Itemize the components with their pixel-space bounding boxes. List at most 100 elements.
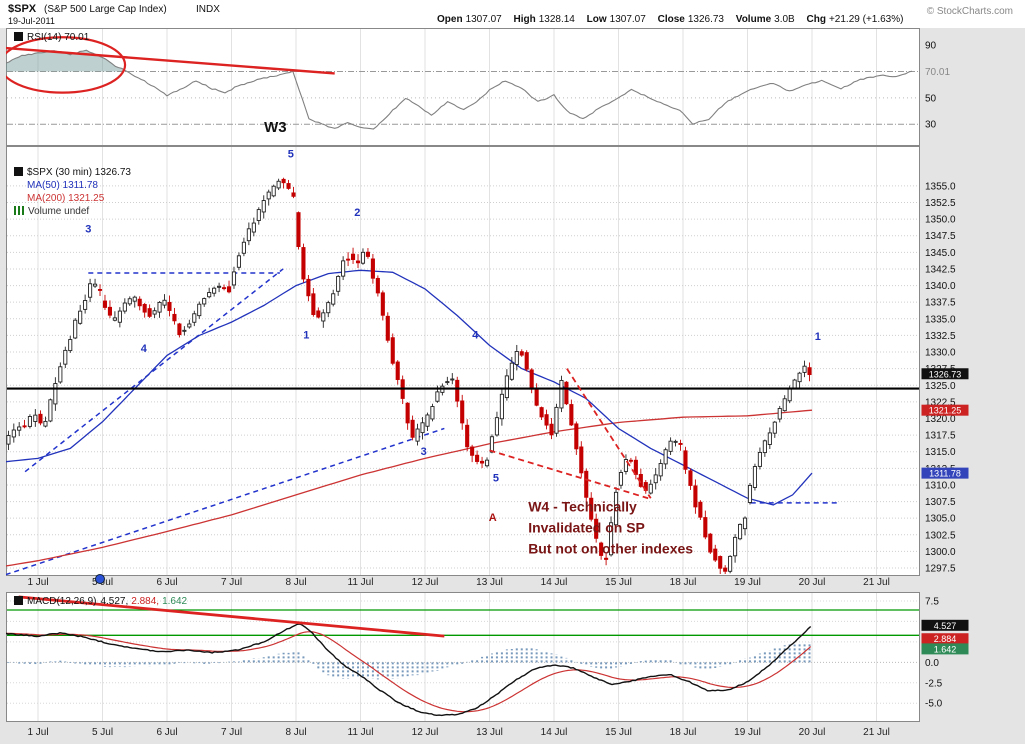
vertical-gridlines	[37, 147, 877, 575]
price-legend-ma200: MA(200) 1321.25	[27, 193, 105, 204]
indicator-chart-icon	[14, 596, 23, 605]
svg-text:1300.0: 1300.0	[925, 547, 956, 558]
price-legend-volume-row: Volume undef	[14, 205, 131, 218]
axis-value-box	[921, 633, 969, 645]
date-label: 8 Jul	[285, 727, 307, 738]
rsi-legend-label: RSI(14) 70.01	[27, 32, 90, 43]
date-label: 12 Jul	[411, 727, 439, 738]
svg-text:1: 1	[303, 330, 309, 342]
svg-text:1: 1	[815, 331, 821, 343]
vertical-gridlines	[37, 593, 877, 721]
price-legend-symbol: $SPX (30 min) 1326.73	[27, 167, 131, 178]
svg-text:1307.5: 1307.5	[925, 497, 956, 508]
w3-label: W3	[264, 119, 287, 136]
date-label: 21 Jul	[863, 727, 890, 738]
date-label: 5 Jul	[91, 727, 114, 738]
date-label: 7 Jul	[220, 577, 243, 588]
svg-text:3: 3	[421, 446, 427, 458]
svg-text:1352.5: 1352.5	[925, 198, 956, 209]
date-label: 18 Jul	[669, 727, 697, 738]
macd-legend: MACD(12,26,9) 4.527, 2.884, 1.642	[14, 595, 187, 608]
date-label: 8 Jul	[285, 577, 307, 588]
svg-text:W4 - Technically: W4 - Technically	[528, 499, 637, 515]
svg-text:1315.0: 1315.0	[925, 447, 956, 458]
macd-value-hist: 1.642	[162, 596, 188, 607]
date-label: 1 Jul	[27, 577, 49, 588]
rsi-panel-chart: W3 90 50 30 70.01	[6, 28, 950, 146]
rsi-red-trendline	[6, 46, 335, 75]
date-label: 14 Jul	[540, 727, 568, 738]
macd-legend-name: MACD(12,26,9)	[27, 596, 97, 607]
svg-text:1322.5: 1322.5	[925, 397, 956, 408]
date-label: 1 Jul	[27, 727, 49, 738]
indicator-chart-icon	[14, 32, 23, 41]
rsi-legend: RSI(14) 70.01	[14, 31, 89, 44]
red-dashed-trendlines	[489, 368, 652, 500]
elliott-wave-labels: 3 4 5 1 2 3 4 5 A 1	[85, 148, 821, 524]
open-label: Open	[437, 14, 463, 25]
axis-value-box	[921, 619, 969, 631]
svg-text:1350.0: 1350.0	[925, 215, 956, 226]
date-label: 6 Jul	[156, 727, 178, 738]
svg-text:4: 4	[141, 343, 148, 355]
svg-text:3: 3	[85, 223, 91, 235]
rsi-red-ellipse	[6, 36, 127, 94]
svg-text:Invalidated on SP: Invalidated on SP	[528, 520, 645, 536]
svg-text:30: 30	[925, 120, 937, 131]
date-label: 12 Jul	[411, 577, 439, 588]
svg-text:A: A	[489, 512, 497, 524]
symbol: $SPX	[8, 3, 37, 15]
svg-text:90: 90	[925, 41, 937, 52]
date-axis-bottom: 1 Jul 5 Jul 6 Jul 7 Jul 8 Jul 11 Jul 12 Jul 13 …	[0, 727, 1025, 740]
macd-red-trendline	[18, 595, 445, 638]
svg-text:1321.25: 1321.25	[929, 406, 962, 416]
date-label: 6 Jul	[156, 577, 178, 588]
change-value: +21.29 (+1.63%)	[828, 14, 904, 25]
date-label: 15 Jul	[605, 727, 632, 738]
svg-text:1305.0: 1305.0	[925, 514, 956, 525]
exchange-label: INDX	[196, 4, 220, 15]
close-value: 1326.73	[687, 14, 724, 25]
svg-text:50: 50	[925, 93, 937, 104]
blue-dashed-trendlines	[6, 268, 838, 576]
date-label: 20 Jul	[798, 577, 826, 588]
quote-strip: Open 1307.07 High 1328.14 Low 1307.07 Close…	[428, 14, 903, 25]
high-value: 1328.14	[538, 14, 575, 25]
svg-text:0.0: 0.0	[925, 658, 939, 669]
svg-text:-2.5: -2.5	[925, 678, 943, 689]
date-axis-middle: 1 Jul 5 Jul 6 Jul 7 Jul 8 Jul 11 Jul 12 Jul 13 …	[0, 577, 1025, 590]
svg-text:-5.0: -5.0	[925, 699, 943, 710]
svg-text:2: 2	[354, 207, 360, 219]
date-label: 19 Jul	[734, 727, 761, 738]
price-gridlines	[7, 185, 919, 569]
high-label: High	[513, 14, 536, 25]
price-legend: $SPX (30 min) 1326.73 MA(50) 1311.78 MA(…	[14, 166, 131, 218]
chart-date: 19-Jul-2011	[8, 16, 55, 26]
price-legend-ma50: MA(50) 1311.78	[27, 180, 98, 191]
svg-text:1337.5: 1337.5	[925, 298, 956, 309]
chart-header: $SPX (S&P 500 Large Cap Index) INDX 19-J…	[0, 0, 1025, 28]
date-label: 14 Jul	[540, 577, 568, 588]
price-panel-chart: 3 4 5 1 2 3 4 5 A 1 W4 - Technically Invalidated on…	[6, 146, 969, 576]
ma50-line	[6, 269, 813, 506]
volume-bars-icon	[14, 206, 24, 215]
svg-text:4.527: 4.527	[934, 621, 957, 631]
svg-text:1310.0: 1310.0	[925, 480, 956, 491]
rsi-overbought-fill	[6, 50, 912, 72]
macd-value-line: 4.527,	[100, 596, 129, 607]
price-legend-symbol-row: $SPX (30 min) 1326.73	[14, 166, 131, 179]
rsi-line	[6, 49, 913, 130]
date-label: 11 Jul	[347, 727, 374, 738]
date-label: 20 Jul	[798, 727, 826, 738]
svg-text:4: 4	[472, 330, 479, 342]
axis-value-box	[921, 404, 969, 416]
svg-text:1.642: 1.642	[934, 644, 957, 654]
change-label: Chg	[806, 14, 826, 25]
volume-value: 3.0B	[774, 14, 795, 25]
svg-text:1340.0: 1340.0	[925, 281, 956, 292]
trendline-handle-dot	[95, 574, 105, 584]
price-legend-volume: Volume undef	[28, 206, 90, 217]
svg-text:1320.0: 1320.0	[925, 414, 956, 425]
svg-text:1342.5: 1342.5	[925, 264, 956, 275]
low-label: Low	[586, 14, 607, 25]
